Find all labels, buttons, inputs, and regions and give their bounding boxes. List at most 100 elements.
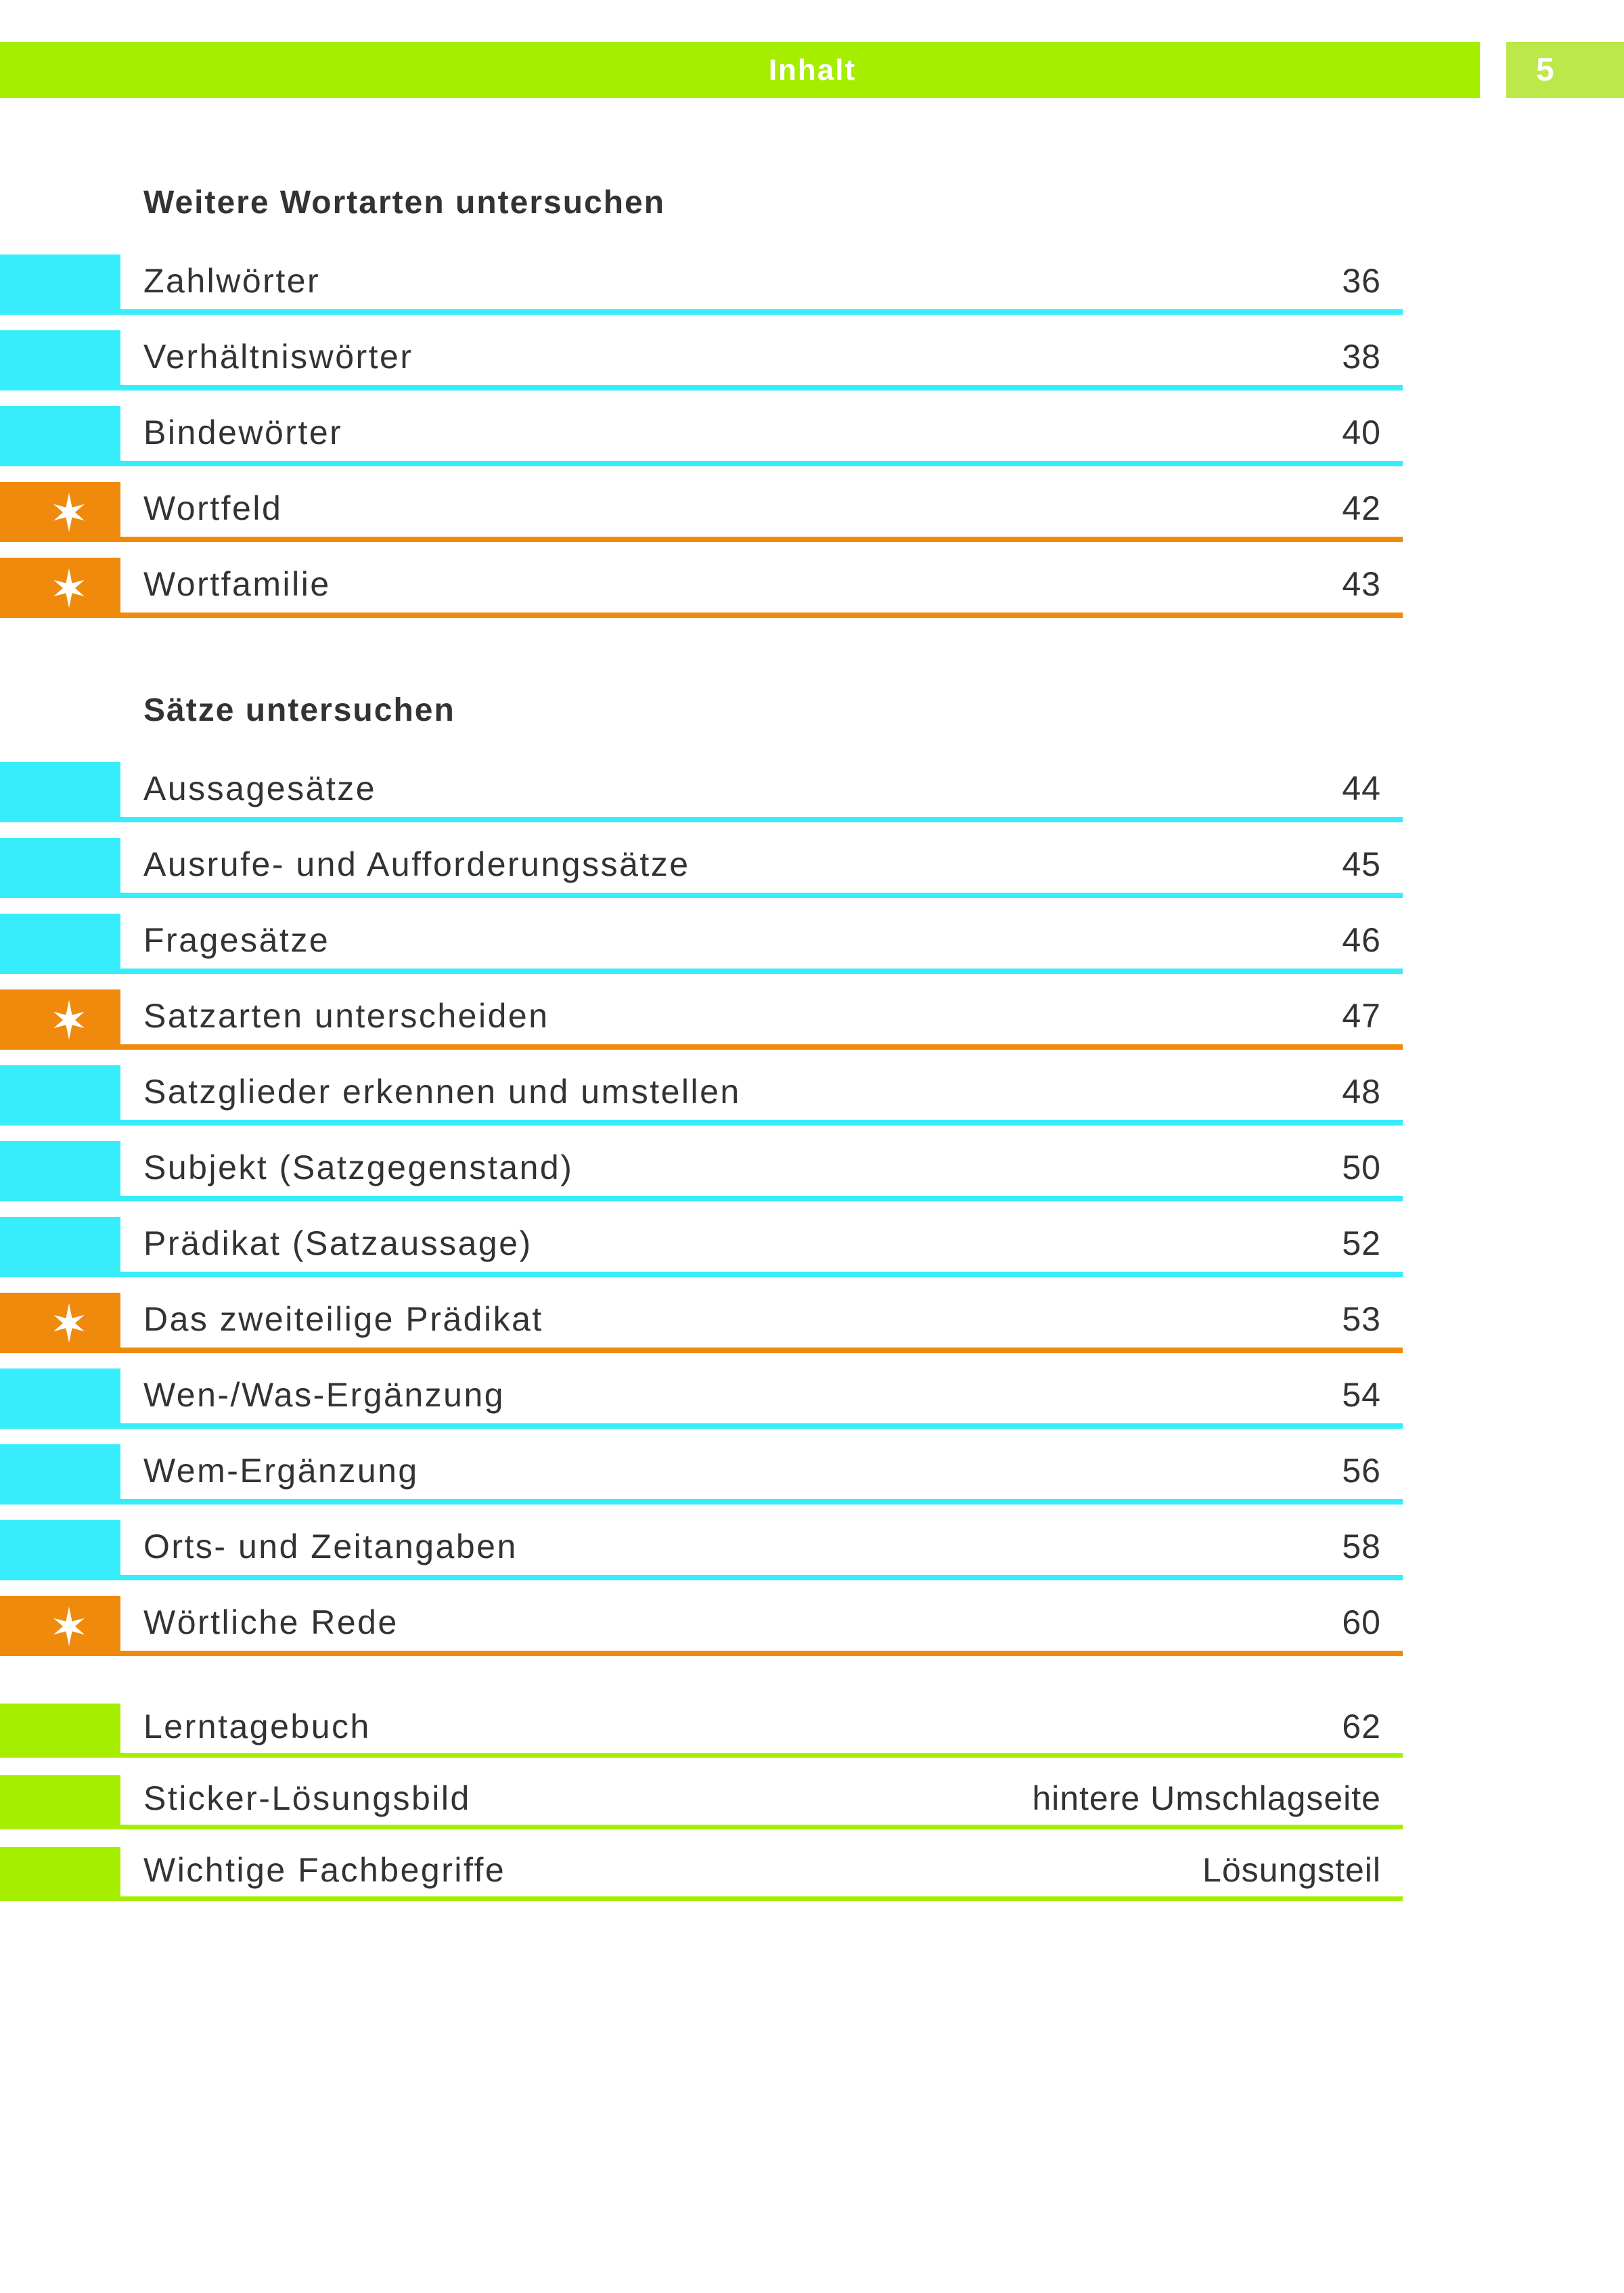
row-page-number: 52 [1342,1224,1381,1262]
row-underline [120,1196,1403,1201]
row-underline [120,1044,1403,1050]
row-underline [120,613,1403,618]
section-heading: Sätze untersuchen [143,692,455,728]
row-underline [120,1120,1403,1126]
row-label: Prädikat (Satzaussage) [143,1224,533,1262]
toc-row: Lerntagebuch 62 [0,1704,1403,1758]
row-page-number: 40 [1342,413,1381,451]
row-marker [0,989,120,1050]
row-label: Wortfamilie [143,564,331,603]
row-page-number: 45 [1342,845,1381,883]
section-rows: Zahlwörter 36 Verhältniswörter 38 Bindew… [0,254,1624,618]
row-marker [0,1520,120,1580]
toc-row: Bindewörter 40 [0,406,1403,466]
toc-row: Wortfeld 42 [0,482,1403,542]
row-label: Aussagesätze [143,769,377,807]
page-title: Inhalt [768,53,857,87]
toc-row: Sticker-Lösungsbild hintere Umschlagseit… [0,1775,1403,1829]
row-page-number: 62 [1342,1708,1381,1745]
row-marker [0,1775,120,1829]
row-label: Verhältniswörter [143,337,413,376]
row-marker [0,1141,120,1201]
row-marker [0,1444,120,1505]
row-underline [120,1896,1403,1901]
toc-section: Lerntagebuch 62 Sticker-Lösungsbild hint… [0,1704,1624,1901]
toc-row: Orts- und Zeitangaben 58 [0,1520,1403,1580]
toc-row: Prädikat (Satzaussage) 52 [0,1217,1403,1277]
row-marker [0,1704,120,1758]
row-underline [120,1753,1403,1758]
star-icon [53,1000,85,1040]
row-page-number: 54 [1342,1375,1381,1414]
toc-row: Ausrufe- und Aufforderungssätze 45 [0,838,1403,898]
star-icon [53,492,85,532]
row-page-number: 58 [1342,1527,1381,1565]
header-bar: Inhalt [0,42,1480,98]
row-page-number: Lösungsteil [1202,1851,1381,1889]
row-label: Sticker-Lösungsbild [143,1779,471,1817]
star-icon [53,1606,85,1646]
toc-section: Sätze untersuchen Aussagesätze 44 Ausruf… [0,692,1624,1656]
row-underline [120,1272,1403,1277]
toc-row: Das zweiteilige Prädikat 53 [0,1293,1403,1353]
row-underline [120,1348,1403,1353]
row-label: Wem-Ergänzung [143,1451,419,1490]
row-underline [120,1825,1403,1829]
toc-row: Wörtliche Rede 60 [0,1596,1403,1656]
row-label: Ausrufe- und Aufforderungssätze [143,845,690,883]
row-label: Bindewörter [143,413,343,451]
row-marker [0,330,120,391]
row-underline [120,461,1403,466]
section-rows: Lerntagebuch 62 Sticker-Lösungsbild hint… [0,1704,1624,1901]
section-heading: Weitere Wortarten untersuchen [143,185,666,221]
row-marker [0,1065,120,1126]
row-marker [0,558,120,618]
row-page-number: 38 [1342,337,1381,376]
toc-row: Satzglieder erkennen und umstellen 48 [0,1065,1403,1126]
row-page-number: 56 [1342,1451,1381,1490]
row-marker [0,762,120,822]
row-page-number: 44 [1342,769,1381,807]
row-label: Zahlwörter [143,261,321,300]
row-underline [120,893,1403,898]
toc-row: Fragesätze 46 [0,914,1403,974]
row-label: Orts- und Zeitangaben [143,1527,518,1565]
row-underline [120,969,1403,974]
row-page-number: 48 [1342,1072,1381,1111]
page-number: 5 [1536,52,1554,88]
toc-row: Verhältniswörter 38 [0,330,1403,391]
toc-row: Wen-/Was-Ergänzung 54 [0,1368,1403,1429]
star-icon [53,1303,85,1343]
row-marker [0,406,120,466]
toc-row: Aussagesätze 44 [0,762,1403,822]
toc-row: Wem-Ergänzung 56 [0,1444,1403,1505]
row-label: Satzglieder erkennen und umstellen [143,1072,741,1111]
row-underline [120,537,1403,542]
row-marker [0,838,120,898]
star-icon [53,568,85,608]
row-marker [0,1293,120,1353]
row-page-number: 60 [1342,1603,1381,1641]
row-marker [0,1368,120,1429]
row-page-number: 46 [1342,920,1381,959]
row-underline [120,1423,1403,1429]
row-underline [120,817,1403,822]
row-underline [120,385,1403,391]
toc-row: Wichtige Fachbegriffe Lösungsteil [0,1847,1403,1901]
toc-section: Weitere Wortarten untersuchen Zahlwörter… [0,184,1624,618]
row-page-number: 50 [1342,1148,1381,1186]
row-page-number: 36 [1342,261,1381,300]
row-marker [0,914,120,974]
toc-row: Wortfamilie 43 [0,558,1403,618]
row-label: Wichtige Fachbegriffe [143,1851,506,1889]
row-underline [120,1499,1403,1505]
row-marker [0,254,120,315]
row-label: Das zweiteilige Prädikat [143,1299,543,1338]
row-label: Wen-/Was-Ergänzung [143,1375,505,1414]
row-page-number: 53 [1342,1299,1381,1338]
toc-row: Satzarten unterscheiden 47 [0,989,1403,1050]
page-number-badge: 5 [1506,42,1624,98]
row-marker [0,482,120,542]
row-label: Satzarten unterscheiden [143,996,549,1035]
